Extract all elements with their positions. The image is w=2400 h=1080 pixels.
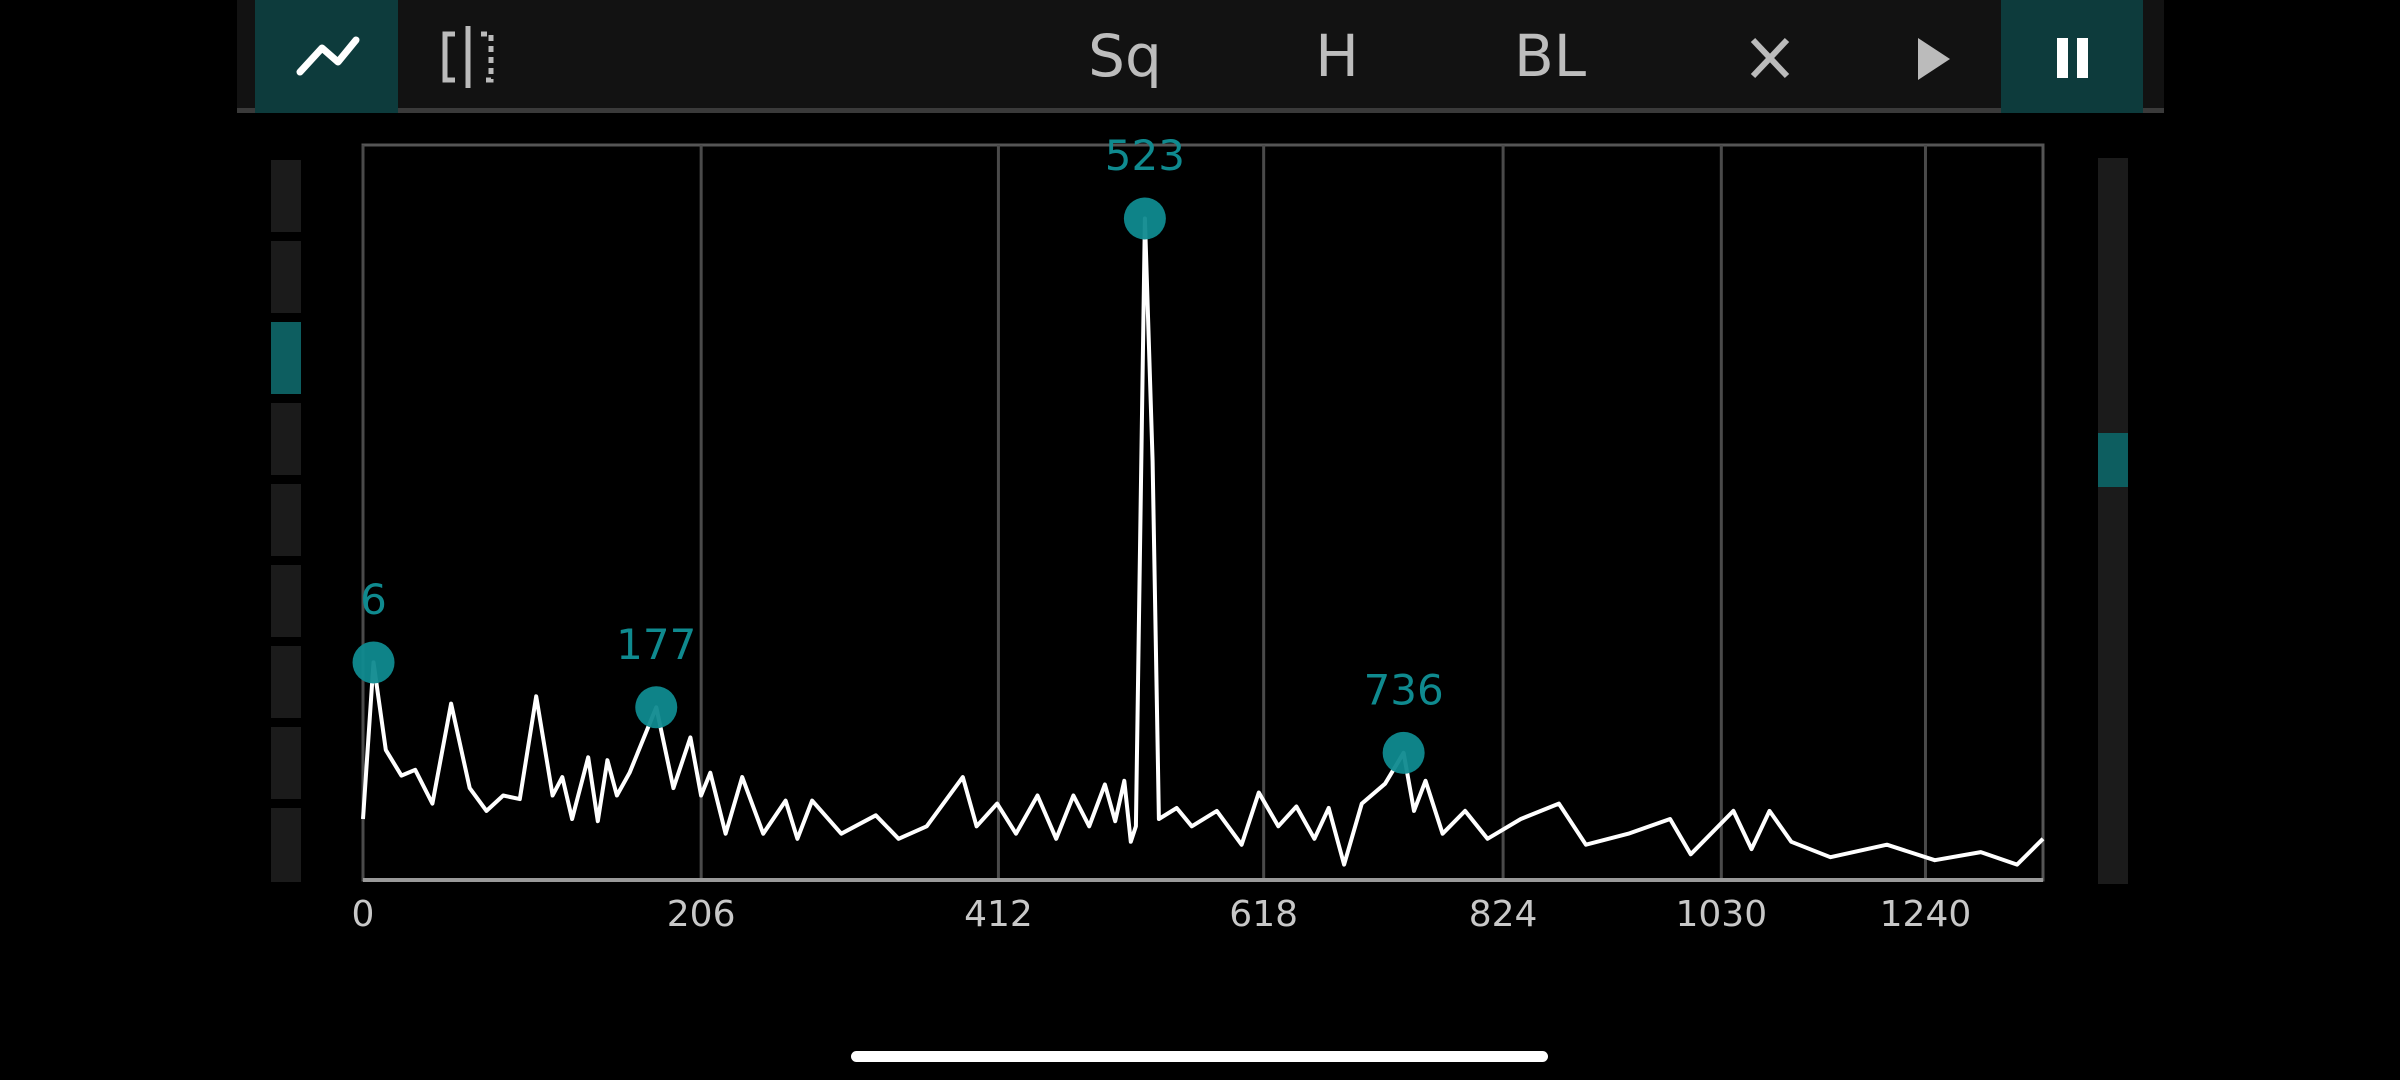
plot: 0 206 412 618 824 1030 1240 6 177 523 736 <box>352 131 2045 935</box>
graph-icon <box>296 36 360 76</box>
h-button[interactable]: H <box>1315 22 1359 90</box>
x-tick-label: 206 <box>667 894 736 935</box>
x-tick-label: 618 <box>1229 894 1298 935</box>
peak-label: 177 <box>616 620 696 669</box>
peak-marker <box>1382 731 1425 774</box>
peak-label: 736 <box>1364 665 1444 714</box>
x-tick-label: 824 <box>1469 894 1538 935</box>
close-button[interactable] <box>1750 37 1790 79</box>
zoom-slider[interactable] <box>2098 158 2128 884</box>
x-tick-label: 1030 <box>1675 894 1767 935</box>
toolbar-border <box>237 108 2164 113</box>
peak-marker <box>352 641 395 684</box>
home-indicator <box>851 1051 1548 1062</box>
toolbar <box>237 0 2164 110</box>
pause-icon <box>2077 38 2088 78</box>
peak-label: 6 <box>360 575 387 624</box>
peak-label: 523 <box>1105 131 1185 180</box>
x-tick-label: 412 <box>964 894 1033 935</box>
sq-button[interactable]: Sq <box>1088 22 1162 90</box>
slider-handle[interactable] <box>2098 433 2128 487</box>
split-icon[interactable] <box>442 26 494 88</box>
x-tick-label: 1240 <box>1880 894 1972 935</box>
bl-button[interactable]: BL <box>1514 22 1586 90</box>
level-meter[interactable] <box>271 160 301 882</box>
x-tick-label: 0 <box>352 894 375 935</box>
play-button[interactable] <box>1918 38 1950 80</box>
spectrum-line <box>361 216 2045 867</box>
pause-icon <box>2057 38 2068 78</box>
peak-marker <box>635 686 678 729</box>
peak-marker <box>1123 197 1166 240</box>
pause-button[interactable] <box>2001 0 2143 113</box>
